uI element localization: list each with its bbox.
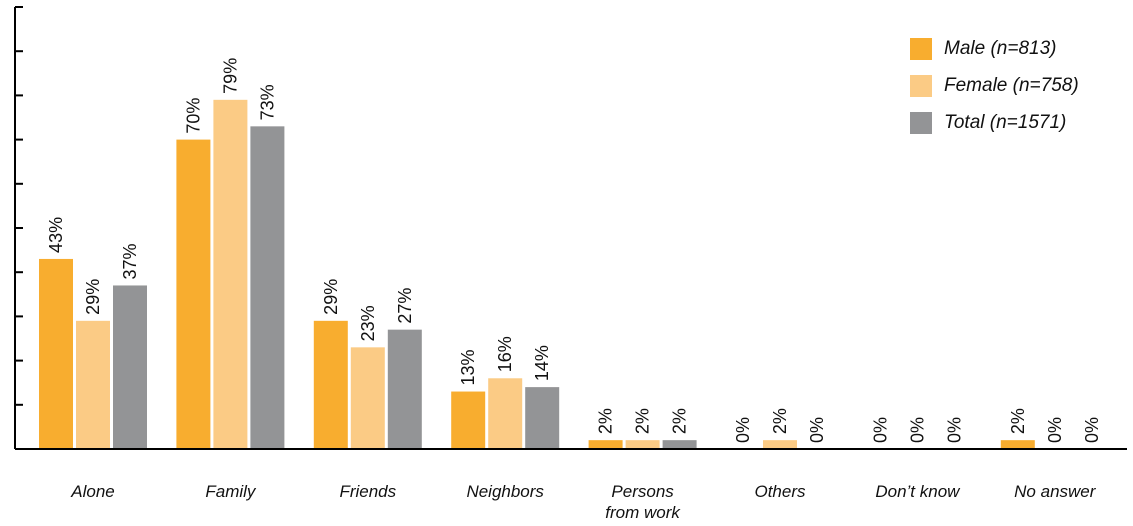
bar-female (213, 100, 247, 449)
data-label-female: 0% (1045, 417, 1065, 443)
legend-item-total: Total (n=1571) (910, 104, 1079, 141)
bar-total (388, 330, 422, 449)
bar-female (488, 378, 522, 449)
data-label-female: 29% (83, 279, 103, 315)
data-label-male: 43% (46, 217, 66, 253)
category-label: Friends (339, 482, 396, 501)
bar-female (351, 347, 385, 449)
legend-label-female: Female (n=758) (944, 75, 1079, 97)
bar-total (113, 285, 147, 449)
data-label-female: 2% (633, 408, 653, 434)
bar-male (1001, 440, 1035, 449)
bar-female (76, 321, 110, 449)
category-label: Others (754, 482, 806, 501)
category-label: Persons from work (605, 482, 681, 522)
legend-swatch-female (910, 75, 932, 97)
data-label-male: 2% (1008, 408, 1028, 434)
data-label-male: 29% (321, 279, 341, 315)
data-label-total: 2% (670, 408, 690, 434)
data-label-male: 13% (458, 350, 478, 386)
data-label-female: 79% (220, 58, 240, 94)
data-label-total: 14% (532, 345, 552, 381)
data-label-total: 27% (395, 288, 415, 324)
data-label-total: 37% (120, 243, 140, 279)
legend-label-male: Male (n=813) (944, 38, 1056, 60)
data-label-female: 0% (907, 417, 927, 443)
category-label: Alone (70, 482, 114, 501)
bar-female (763, 440, 797, 449)
legend-swatch-total (910, 112, 932, 134)
legend: Male (n=813) Female (n=758) Total (n=157… (910, 30, 1079, 141)
data-label-total: 0% (1082, 417, 1102, 443)
data-label-total: 0% (944, 417, 964, 443)
category-label: Don’t know (875, 482, 961, 501)
bar-male (176, 140, 210, 449)
category-label: No answer (1014, 482, 1097, 501)
data-label-male: 70% (183, 98, 203, 134)
legend-label-total: Total (n=1571) (944, 112, 1066, 134)
legend-item-male: Male (n=813) (910, 30, 1079, 67)
bar-total (525, 387, 559, 449)
bar-male (451, 392, 485, 449)
category-label: Neighbors (466, 482, 544, 501)
bar-total (250, 126, 284, 449)
bar-male (589, 440, 623, 449)
data-label-total: 73% (257, 84, 277, 120)
bar-total (663, 440, 697, 449)
legend-swatch-male (910, 38, 932, 60)
data-label-total: 0% (807, 417, 827, 443)
data-label-female: 2% (770, 408, 790, 434)
bar-female (626, 440, 660, 449)
bar-male (314, 321, 348, 449)
bar-male (39, 259, 73, 449)
data-label-male: 2% (596, 408, 616, 434)
legend-item-female: Female (n=758) (910, 67, 1079, 104)
data-label-female: 23% (358, 305, 378, 341)
data-label-female: 16% (495, 336, 515, 372)
data-label-male: 0% (870, 417, 890, 443)
data-label-male: 0% (733, 417, 753, 443)
category-label: Family (205, 482, 257, 501)
